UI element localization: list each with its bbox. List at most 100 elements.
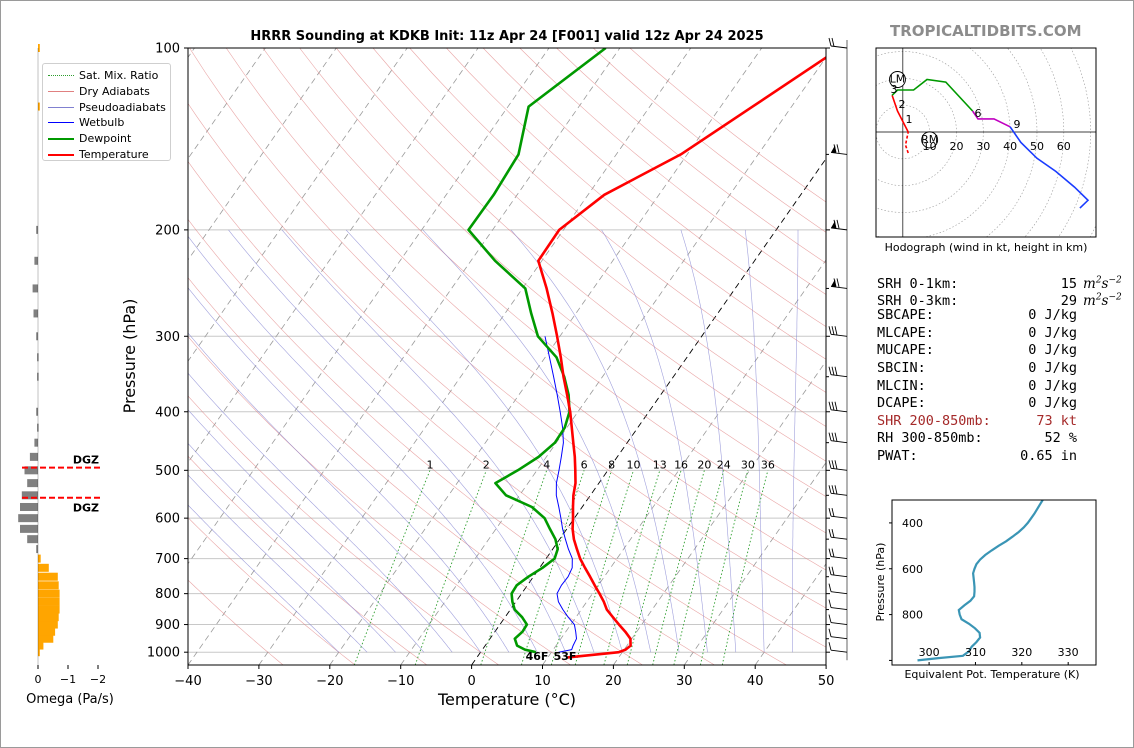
omega-bar xyxy=(34,256,38,265)
barb-feather xyxy=(828,432,832,441)
zero-isotherm xyxy=(471,157,826,665)
hodograph-height-label: 1 xyxy=(906,113,913,126)
legend-label: Dewpoint xyxy=(79,132,132,146)
omega-bar xyxy=(21,491,38,500)
surface-temp-label: 53F xyxy=(554,650,577,663)
barb-shaft xyxy=(830,515,848,519)
stat-row: SBCAPE: 0 J/kg xyxy=(877,307,1122,325)
moist-adiabat xyxy=(792,229,799,653)
moist-adiabat xyxy=(744,229,765,653)
legend-swatch xyxy=(48,106,74,108)
barb-feather xyxy=(834,485,838,495)
y-tick-label: 300 xyxy=(155,330,180,345)
storm-motion-lm-label: LM xyxy=(890,73,906,86)
x-tick-label: −20 xyxy=(316,674,343,689)
skewt-profiles xyxy=(467,48,826,659)
barb-feather xyxy=(828,37,832,47)
wind-barb xyxy=(828,508,848,519)
y-tick-label: 500 xyxy=(155,464,180,479)
barb-feather xyxy=(833,278,837,287)
wind-barb xyxy=(828,401,848,413)
theta-e-y-tick-label: 400 xyxy=(902,517,923,530)
x-tick-label: 50 xyxy=(818,674,835,689)
barb-feather xyxy=(828,628,832,637)
barb-shaft xyxy=(830,607,848,610)
mixing-ratio-label: 20 xyxy=(697,458,711,471)
theta-e-line xyxy=(917,500,1044,662)
legend-label: Temperature xyxy=(79,148,149,161)
omega-bar xyxy=(38,589,60,598)
wind-barb xyxy=(828,460,848,471)
hodograph-ring-label: 30 xyxy=(976,140,990,153)
barb-shaft xyxy=(830,333,848,337)
mixing-ratio-label: 6 xyxy=(581,458,588,471)
y-tick-label: 900 xyxy=(155,618,180,633)
stat-row: PWAT: 0.65 in xyxy=(877,448,1122,466)
legend-label: Wetbulb xyxy=(79,116,125,130)
omega-panel xyxy=(18,44,100,669)
omega-bar xyxy=(38,581,59,590)
barb-feather xyxy=(831,326,835,335)
barb-shaft xyxy=(830,649,848,653)
mixing-ratio-line xyxy=(353,470,431,665)
skewt-background-lines xyxy=(188,48,826,665)
mixing-ratio-label: 30 xyxy=(741,458,755,471)
stat-value: 52 % xyxy=(1044,430,1077,447)
x-tick-label: 30 xyxy=(676,674,693,689)
barb-feather xyxy=(833,144,837,153)
mixing-ratio-line xyxy=(626,470,682,665)
storm-motion-lm-circle xyxy=(889,71,906,88)
theta-e-x-tick-label: 310 xyxy=(965,646,986,659)
x-tick-label: −30 xyxy=(245,674,272,689)
stat-value: 29 xyxy=(1060,293,1077,310)
storm-motion-rm-label: RM xyxy=(921,133,938,146)
omega-bar xyxy=(38,102,40,111)
omega-bar xyxy=(27,479,38,488)
barb-shaft xyxy=(830,285,848,289)
mixing-ratio-label: 13 xyxy=(653,458,667,471)
isotherm xyxy=(329,48,763,665)
barb-feather xyxy=(828,460,832,469)
barb-shaft xyxy=(830,45,848,49)
isotherm xyxy=(613,360,826,665)
barb-feather xyxy=(836,278,840,287)
stat-value: 0 J/kg xyxy=(1028,395,1077,412)
stat-value: 0 J/kg xyxy=(1028,377,1077,394)
barb-feather xyxy=(828,401,832,410)
skewt-xlabel: Temperature (°C) xyxy=(437,690,576,709)
barb-feather xyxy=(834,432,838,442)
moist-adiabat xyxy=(601,229,708,653)
skewt-ylabel: Pressure (hPa) xyxy=(120,299,139,414)
x-tick-label: 20 xyxy=(605,674,622,689)
omega-bar xyxy=(36,225,38,234)
isotherm xyxy=(188,48,550,565)
dry-adiabat xyxy=(188,336,571,665)
barb-shaft xyxy=(830,151,848,155)
brand-watermark: TROPICALTIDBITS.COM xyxy=(890,22,1082,40)
theta-e-x-tick-label: 330 xyxy=(1058,646,1079,659)
wind-barb xyxy=(828,548,848,560)
barb-feather xyxy=(831,432,835,442)
omega-bar xyxy=(27,535,38,544)
mixing-ratio-line xyxy=(550,470,613,665)
omega-bar xyxy=(38,605,60,614)
mixing-ratio-label: 1 xyxy=(426,458,433,471)
moist-adiabat xyxy=(680,229,737,653)
stat-row: RH 300-850mb: 52 % xyxy=(877,430,1122,448)
barb-shaft xyxy=(830,556,848,560)
x-tick-label: 0 xyxy=(467,674,475,689)
hodograph-caption: Hodograph (wind in kt, height in km) xyxy=(885,241,1088,254)
hodograph-segment xyxy=(1009,126,1090,209)
wind-barb xyxy=(830,144,848,155)
barb-shaft xyxy=(830,622,848,625)
moist-adiabat xyxy=(188,504,340,653)
omega-bar xyxy=(24,466,38,475)
moist-adiabat xyxy=(188,372,453,653)
stat-unit: m2s−2 xyxy=(1083,292,1122,310)
legend-swatch xyxy=(48,154,74,156)
mixing-ratio-line xyxy=(414,470,487,665)
barb-shaft xyxy=(830,591,848,595)
wind-barb xyxy=(830,278,848,289)
y-tick-label: 600 xyxy=(155,512,180,527)
